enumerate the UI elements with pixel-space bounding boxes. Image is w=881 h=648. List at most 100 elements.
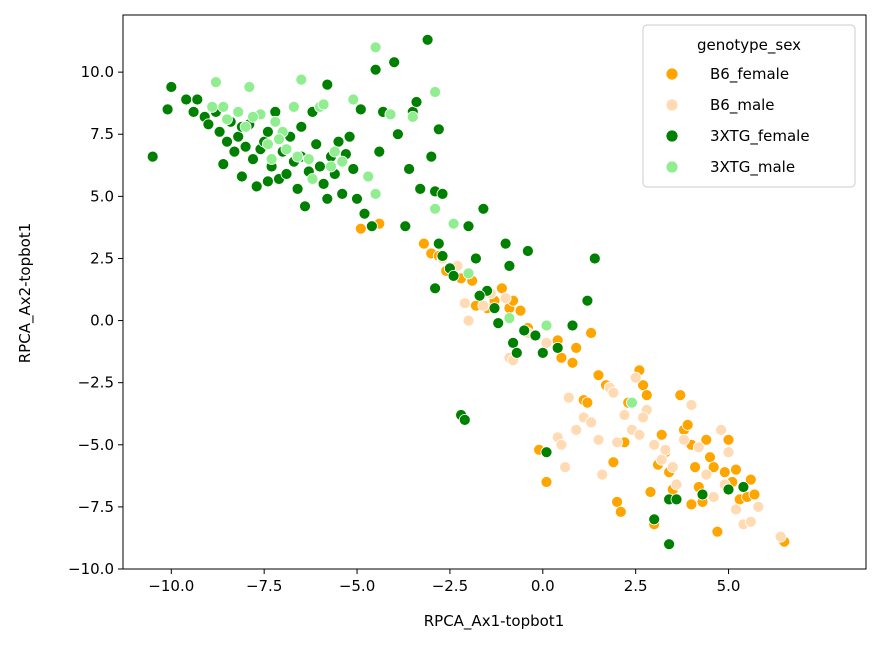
point-3xtg-female-78 [503, 259, 516, 272]
point-b6-female-30 [640, 389, 653, 402]
point-b6-male-33 [692, 441, 705, 454]
point-3xtg-female-72 [469, 252, 482, 265]
point-3xtg-female-82 [522, 245, 534, 257]
x-axis-label: RPCA_Ax1-topbot1 [424, 612, 565, 631]
point-3xtg-male-24 [369, 187, 382, 200]
point-3xtg-male-16 [306, 173, 319, 185]
point-3xtg-male-14 [295, 73, 308, 86]
point-b6-male-6 [499, 292, 512, 305]
point-b6-male-19 [592, 433, 605, 446]
point-b6-male-47 [629, 371, 642, 384]
point-b6-female-62 [685, 498, 698, 511]
x-tick-label: −7.5 [246, 577, 282, 595]
point-b6-female-11 [495, 282, 508, 295]
point-b6-female-14 [514, 304, 527, 317]
legend-frame [642, 24, 856, 188]
point-3xtg-female-76 [492, 317, 505, 330]
point-b6-female-45 [704, 451, 716, 464]
point-3xtg-female-68 [447, 269, 460, 282]
point-3xtg-female-63 [432, 123, 445, 136]
point-b6-male-27 [648, 438, 661, 451]
point-b6-male-31 [678, 433, 690, 446]
point-b6-male-34 [700, 468, 713, 481]
point-3xtg-female-36 [317, 177, 330, 190]
point-3xtg-male-36 [217, 101, 230, 113]
point-3xtg-female-66 [436, 187, 449, 200]
y-tick-label: −7.5 [78, 498, 114, 516]
point-3xtg-female-35 [313, 160, 326, 173]
point-3xtg-male-32 [503, 312, 516, 325]
point-3xtg-female-85 [540, 446, 553, 459]
point-3xtg-female-89 [588, 252, 601, 265]
point-3xtg-male-34 [626, 396, 638, 409]
point-3xtg-female-15 [239, 140, 252, 153]
point-b6-male-18 [585, 416, 597, 429]
legend-label-3xtg-female: 3XTG_female [710, 127, 810, 146]
point-3xtg-female-14 [235, 170, 248, 183]
point-b6-female-24 [607, 456, 620, 469]
point-3xtg-male-26 [384, 108, 397, 121]
point-3xtg-female-96 [737, 481, 750, 493]
point-3xtg-male-1 [206, 101, 219, 113]
point-3xtg-male-21 [336, 155, 349, 168]
legend-marker-3xtg-female [665, 129, 679, 143]
point-b6-male-35 [707, 491, 720, 503]
point-b6-male-23 [618, 409, 631, 421]
point-3xtg-female-95 [722, 483, 735, 496]
y-tick-label: −10.0 [68, 560, 114, 578]
point-3xtg-female-65 [436, 250, 449, 262]
point-b6-male-20 [596, 468, 609, 481]
x-tick-label: −2.5 [432, 577, 468, 595]
point-3xtg-female-64 [432, 237, 445, 250]
point-b6-female-60 [655, 428, 668, 441]
point-3xtg-female-90 [648, 513, 661, 526]
point-3xtg-female-60 [421, 33, 434, 46]
point-3xtg-male-13 [291, 150, 304, 163]
point-3xtg-female-30 [295, 120, 308, 133]
point-3xtg-male-12 [287, 101, 300, 113]
point-3xtg-female-34 [310, 138, 323, 151]
point-b6-female-19 [570, 341, 583, 354]
point-b6-male-30 [670, 478, 683, 491]
point-3xtg-female-29 [291, 182, 304, 195]
point-b6-female-22 [592, 369, 605, 382]
point-b6-female-59 [555, 351, 568, 364]
point-3xtg-male-7 [261, 138, 274, 151]
point-3xtg-female-21 [261, 175, 274, 188]
point-b6-male-38 [730, 503, 742, 516]
point-3xtg-female-73 [477, 202, 490, 215]
point-3xtg-female-17 [247, 153, 259, 166]
point-b6-female-25 [611, 495, 623, 508]
point-3xtg-male-0 [209, 76, 222, 88]
point-3xtg-male-3 [232, 106, 245, 118]
point-b6-female-57 [566, 356, 579, 369]
x-tick-label: 2.5 [624, 577, 648, 595]
point-3xtg-female-23 [269, 106, 282, 118]
point-3xtg-male-29 [429, 202, 442, 215]
point-b6-male-22 [611, 436, 623, 449]
x-tick-label: −10.0 [148, 577, 194, 595]
point-3xtg-female-88 [581, 294, 594, 307]
legend-label-b6-male: B6_male [710, 96, 775, 115]
point-3xtg-female-103 [473, 289, 486, 302]
legend-marker-3xtg-male [665, 160, 679, 174]
point-b6-male-14 [559, 461, 571, 474]
point-b6-male-3 [462, 314, 475, 327]
point-b6-male-4 [477, 299, 490, 312]
point-b6-male-42 [774, 530, 787, 543]
point-3xtg-male-5 [243, 81, 256, 93]
point-3xtg-female-70 [458, 413, 471, 426]
point-3xtg-male-28 [429, 86, 442, 98]
point-b6-female-0 [354, 222, 367, 235]
point-3xtg-male-9 [269, 115, 282, 128]
point-3xtg-female-55 [399, 220, 412, 233]
legend: genotype_sex B6_female B6_male 3XTG_female… [642, 24, 856, 188]
legend-marker-b6-male [665, 98, 679, 112]
point-b6-female-58 [581, 396, 594, 409]
point-3xtg-female-61 [425, 150, 438, 163]
y-tick-label: −5.0 [78, 436, 114, 454]
axes-layer: −10.0 −7.5 −5.0 −2.5 0.0 2.5 5.0 −10.0 −7.5 −5.0 −… [68, 14, 867, 595]
point-3xtg-female-31 [299, 200, 311, 213]
point-3xtg-female-8 [213, 125, 226, 138]
